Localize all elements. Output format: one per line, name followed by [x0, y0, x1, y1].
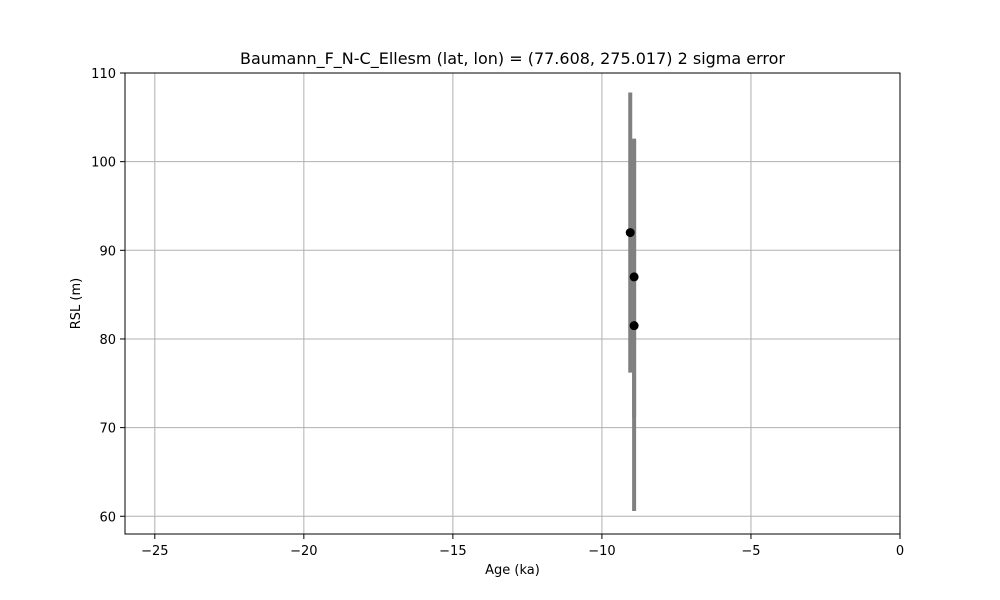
x-tick-label: −20	[290, 544, 317, 559]
data-point	[629, 321, 639, 331]
y-tick-label: 90	[99, 244, 116, 259]
data-point	[629, 272, 639, 282]
y-tick-label: 110	[91, 67, 116, 82]
x-tick-label: 0	[896, 544, 904, 559]
y-tick-label: 70	[99, 422, 116, 437]
y-tick-label: 80	[99, 333, 116, 348]
y-axis-ticks: 60 70 80 90 100 110	[91, 67, 125, 525]
x-tick-label: −25	[141, 544, 168, 559]
y-axis-label: RSL (m)	[69, 278, 84, 329]
y-tick-label: 60	[99, 510, 116, 525]
data-points	[625, 228, 639, 331]
grid-lines	[125, 72, 901, 534]
x-axis-ticks: −25 −20 −15 −10 −5 0	[141, 534, 904, 559]
x-tick-label: −10	[588, 544, 615, 559]
plot-frame	[124, 72, 901, 535]
chart-title: Baumann_F_N-C_Ellesm (lat, lon) = (77.60…	[240, 49, 785, 69]
y-tick-label: 100	[91, 156, 116, 171]
error-bars	[628, 92, 637, 511]
x-tick-label: −5	[741, 544, 760, 559]
data-point	[625, 228, 635, 238]
x-axis-label: Age (ka)	[485, 563, 540, 578]
x-tick-label: −15	[439, 544, 466, 559]
